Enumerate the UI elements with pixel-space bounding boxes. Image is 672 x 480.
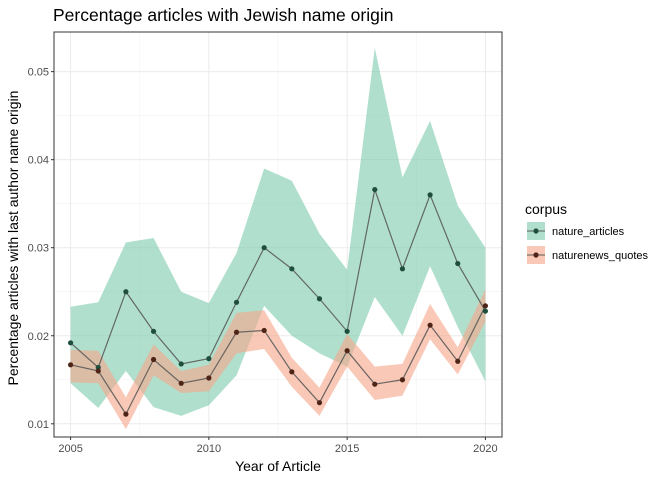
point-naturenews_quotes	[372, 381, 378, 387]
point-nature_articles	[233, 299, 240, 305]
y-tick-label: 0.03	[28, 243, 49, 255]
confidence-bands	[70, 47, 486, 430]
plot-border	[53, 31, 503, 438]
x-tick-label: 2020	[473, 443, 497, 455]
y-tick-label: 0.05	[28, 67, 49, 79]
point-naturenews_quotes	[67, 362, 74, 368]
legend-label-naturenews_quotes: naturenews_quotes	[552, 250, 649, 262]
point-naturenews_quotes	[233, 329, 240, 335]
legend-key-point	[533, 252, 539, 258]
point-nature_articles	[399, 266, 406, 272]
point-nature_articles	[261, 245, 267, 251]
point-naturenews_quotes	[206, 375, 212, 381]
legend-title: corpus	[525, 201, 567, 217]
point-nature_articles	[372, 186, 378, 193]
line-nature_articles	[70, 187, 486, 369]
point-naturenews_quotes	[344, 348, 350, 354]
y-tick-label: 0.02	[28, 331, 49, 343]
point-naturenews_quotes	[261, 327, 267, 334]
point-nature_articles	[206, 356, 212, 362]
point-naturenews_quotes	[427, 322, 433, 328]
point-nature_articles	[178, 361, 184, 367]
point-nature_articles	[289, 266, 295, 272]
x-axis: 2005 2010 2015 2020	[58, 437, 498, 455]
point-nature_articles	[455, 260, 461, 267]
band-naturenews_quotes	[70, 289, 486, 430]
point-naturenews_quotes	[289, 369, 295, 375]
data-points	[67, 186, 489, 417]
y-axis-title: Percentage articles with last author nam…	[5, 91, 21, 386]
y-axis: 0.01 0.02 0.03 0.04 0.05	[28, 67, 54, 431]
legend-key-point	[533, 228, 539, 234]
point-nature_articles	[150, 328, 157, 334]
x-tick-label: 2015	[335, 443, 359, 455]
point-naturenews_quotes	[455, 358, 461, 364]
point-nature_articles	[123, 289, 129, 295]
band-nature_articles	[70, 47, 486, 416]
point-naturenews_quotes	[482, 303, 489, 309]
point-nature_articles	[344, 328, 350, 334]
y-tick-label: 0.01	[28, 419, 49, 431]
x-tick-label: 2005	[58, 443, 82, 455]
line-naturenews_quotes	[70, 305, 486, 416]
point-naturenews_quotes	[399, 377, 406, 383]
point-nature_articles	[67, 340, 74, 346]
point-nature_articles	[427, 192, 433, 198]
point-naturenews_quotes	[316, 400, 323, 406]
legend: corpus nature_articles naturenews_quotes	[525, 201, 649, 264]
series-lines	[70, 187, 486, 416]
x-axis-title: Year of Article	[235, 458, 321, 474]
point-naturenews_quotes	[95, 368, 101, 374]
point-naturenews_quotes	[123, 411, 129, 417]
point-nature_articles	[316, 296, 323, 302]
point-nature_articles	[482, 308, 489, 314]
y-tick-label: 0.04	[28, 155, 49, 167]
chart-title: Percentage articles with Jewish name ori…	[53, 5, 393, 25]
legend-label-nature_articles: nature_articles	[552, 226, 625, 238]
x-tick-label: 2010	[197, 443, 221, 455]
point-naturenews_quotes	[150, 356, 157, 363]
point-naturenews_quotes	[178, 380, 184, 386]
